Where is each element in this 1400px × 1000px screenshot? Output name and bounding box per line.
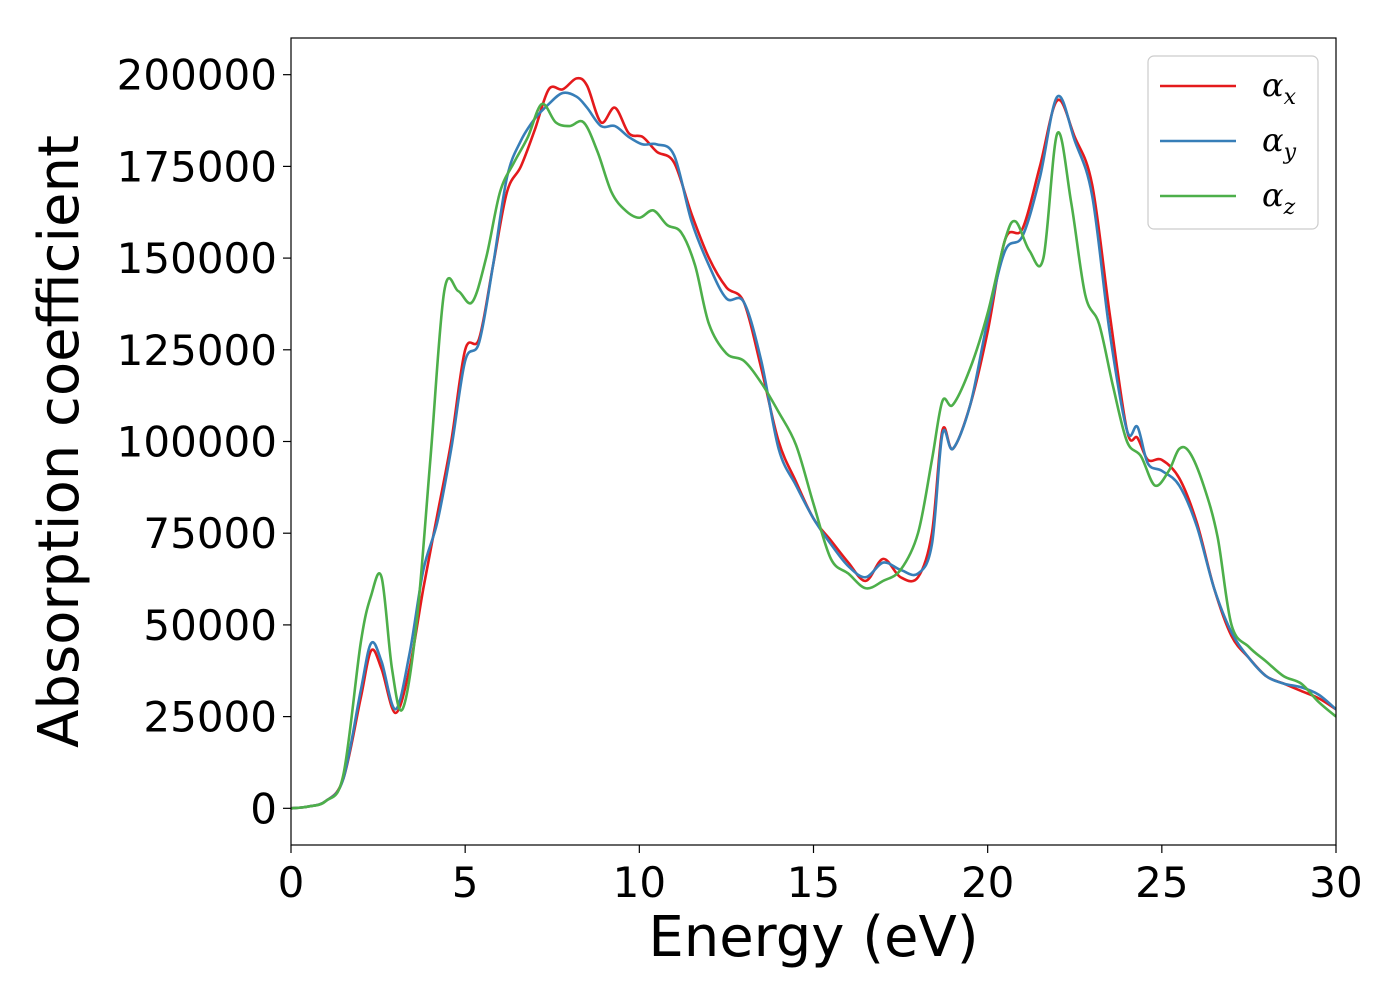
legend: αx αy αz [1147,55,1319,230]
legend-box [1147,55,1319,230]
y-tick-label: 175000 [117,142,277,191]
y-tick-label: 0 [250,784,277,833]
x-tick-label: 20 [961,858,1014,907]
legend-label-y: αy [1262,121,1297,165]
series-layer [291,76,1336,810]
x-tick-label: 5 [452,858,479,907]
x-axis-title: Energy (eV) [648,905,978,970]
series-line-z [291,102,1336,810]
x-tick-label: 15 [787,858,840,907]
y-tick-label: 125000 [117,326,277,375]
y-tick-label: 200000 [117,51,277,100]
ticks-layer: 0 5 10 15 20 25 30 0 25000 50000 75000 100000 125000… [117,51,1363,907]
y-tick-label: 50000 [143,601,277,650]
y-tick-label: 100000 [117,418,277,467]
y-tick-label: 25000 [143,693,277,742]
x-tick-label: 10 [613,858,666,907]
legend-label-z: αz [1262,176,1296,220]
x-tick-label: 0 [278,858,305,907]
y-tick-label: 150000 [117,234,277,283]
y-axis-title: Absorption coefficient [27,135,92,748]
x-tick-label: 25 [1135,858,1188,907]
y-tick-label: 75000 [143,509,277,558]
x-tick-label: 30 [1309,858,1362,907]
legend-label-x: αx [1262,66,1297,110]
series-line-y [291,91,1336,810]
